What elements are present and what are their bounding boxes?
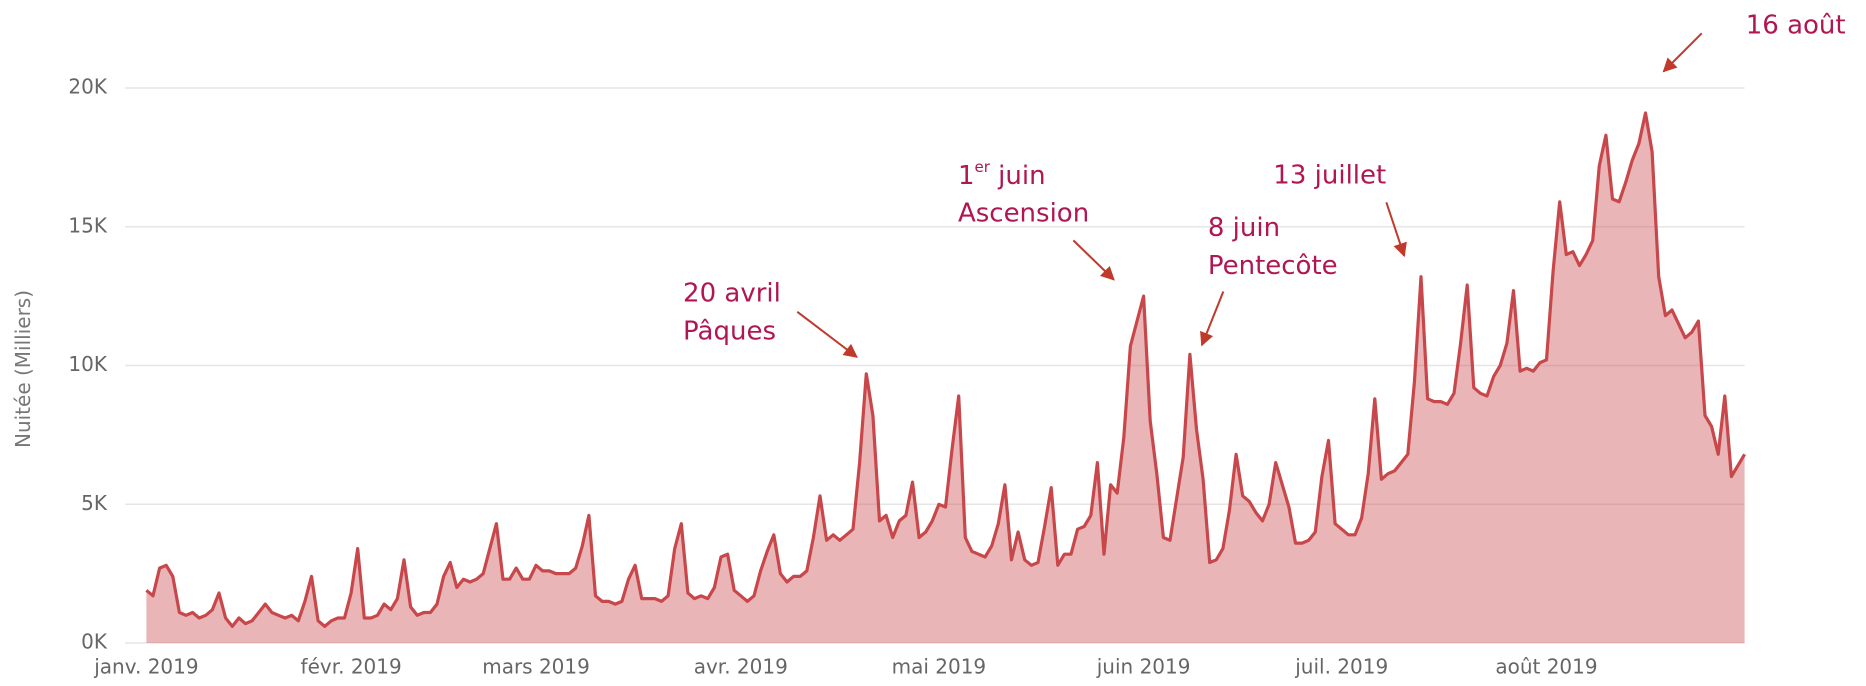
- annotation-text: Pentecôte: [1208, 251, 1338, 281]
- annotation-arrow: [796, 310, 858, 358]
- annotation-text: 20 avril: [683, 278, 781, 308]
- annotation-text: 16 août: [1746, 11, 1846, 41]
- annotation-superscript: er: [974, 158, 990, 176]
- annotation-arrow: [1385, 201, 1407, 258]
- x-tick-label: janv. 2019: [93, 655, 198, 679]
- y-axis-label: Nuitée (Milliers): [11, 290, 35, 448]
- line: [145, 111, 1746, 628]
- x-tick-label: juin 2019: [1096, 655, 1191, 679]
- annotation-text-part: 1: [958, 161, 975, 191]
- annotation-text: 1er juin: [958, 158, 1046, 191]
- annotation-arrow: [1662, 32, 1703, 73]
- annotation-text-part: juin: [990, 161, 1046, 191]
- annotation-text: Ascension: [958, 199, 1089, 229]
- x-tick-label: avr. 2019: [694, 655, 788, 679]
- annotation-arrow: [1072, 239, 1115, 281]
- x-tick-label: févr. 2019: [301, 655, 402, 679]
- y-tick-label: 0K: [81, 630, 108, 654]
- y-tick-label: 20K: [68, 75, 107, 99]
- annotation-text: 8 juin: [1208, 213, 1280, 243]
- x-tick-label: août 2019: [1495, 655, 1597, 679]
- annotation-arrow: [1200, 291, 1225, 347]
- area-fill: [146, 113, 1745, 643]
- annotation-text: 13 juillet: [1273, 161, 1386, 191]
- y-tick-label: 10K: [68, 352, 107, 376]
- y-tick-label: 15K: [68, 213, 107, 237]
- y-tick-label: 5K: [81, 491, 108, 515]
- annotation-text: Pâques: [683, 317, 776, 347]
- x-tick-label: mai 2019: [892, 655, 987, 679]
- x-tick-label: juil. 2019: [1294, 655, 1388, 679]
- x-tick-label: mars 2019: [482, 655, 590, 679]
